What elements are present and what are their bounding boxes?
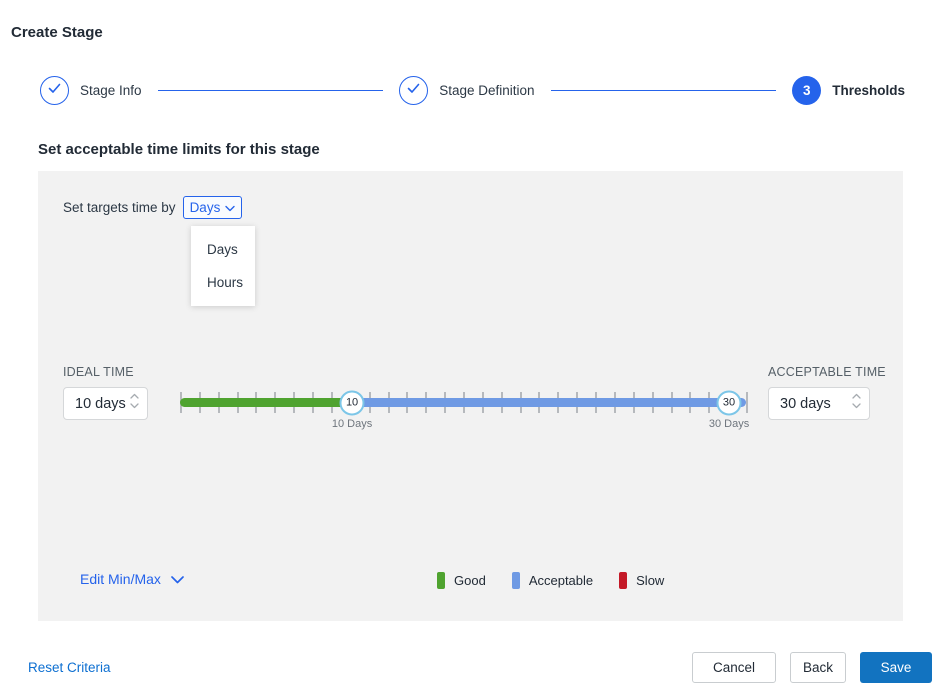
slider-acceptable-segment <box>352 398 746 407</box>
ideal-time-input[interactable]: 10 days <box>63 387 148 420</box>
slow-swatch <box>619 572 628 589</box>
time-unit-dropdown[interactable]: Days <box>182 196 243 219</box>
menu-item-hours[interactable]: Hours <box>207 275 244 290</box>
good-swatch <box>437 572 445 589</box>
stepper-arrows-icon[interactable] <box>852 391 861 416</box>
ideal-time-group: IDEAL TIME 10 days <box>63 365 148 420</box>
thresholds-panel: Set targets time by Days Days Hours IDEA… <box>38 171 903 621</box>
targets-label: Set targets time by <box>63 200 176 215</box>
time-unit-menu: Days Hours <box>191 226 255 306</box>
step-label: Thresholds <box>832 82 906 98</box>
max-handle-label: 30 Days <box>708 418 750 430</box>
check-icon <box>48 81 61 99</box>
edit-minmax-label: Edit Min/Max <box>80 571 161 587</box>
max-handle-value: 30 <box>722 396 736 409</box>
acceptable-time-value: 30 days <box>780 395 831 412</box>
stepper-arrows-icon[interactable] <box>130 391 139 416</box>
acceptable-time-group: ACCEPTABLE TIME 30 days <box>768 365 886 420</box>
targets-row: Set targets time by Days <box>63 196 243 219</box>
legend-item-acceptable: Acceptable <box>511 572 594 589</box>
edit-minmax-link[interactable]: Edit Min/Max <box>80 571 184 587</box>
chevron-down-icon <box>225 200 236 215</box>
chevron-down-icon <box>171 571 184 587</box>
stepper: Stage Info Stage Definition 3 Thresholds <box>40 75 905 105</box>
time-unit-value: Days <box>189 200 221 215</box>
check-icon <box>407 81 420 99</box>
step-connector <box>550 89 777 91</box>
step-complete-circle <box>399 75 429 105</box>
slider-good-segment <box>180 398 353 407</box>
save-button[interactable]: Save <box>860 652 932 683</box>
step-thresholds[interactable]: 3 Thresholds <box>792 75 906 105</box>
menu-item-days[interactable]: Days <box>207 242 238 257</box>
time-slider: 10 30 10 Days 30 Days <box>180 383 750 433</box>
step-complete-circle <box>40 75 69 105</box>
cancel-button[interactable]: Cancel <box>692 652 776 683</box>
legend-item-slow: Slow <box>619 572 664 589</box>
step-label: Stage Info <box>80 82 142 98</box>
reset-criteria-link[interactable]: Reset Criteria <box>28 660 111 675</box>
max-handle[interactable]: 30 <box>716 390 742 415</box>
ideal-time-label: IDEAL TIME <box>63 365 134 379</box>
ideal-time-value: 10 days <box>75 395 126 412</box>
tick-mark <box>746 392 748 413</box>
acceptable-swatch <box>511 572 520 589</box>
min-handle-label: 10 Days <box>331 418 373 430</box>
page-title: Create Stage <box>11 24 103 41</box>
min-handle-value: 10 <box>345 396 359 409</box>
legend-item-good: Good <box>437 572 486 589</box>
back-button[interactable]: Back <box>790 652 846 683</box>
legend-label: Acceptable <box>528 573 594 588</box>
acceptable-time-label: ACCEPTABLE TIME <box>768 365 886 379</box>
step-label: Stage Definition <box>439 82 535 98</box>
step-connector <box>157 89 384 91</box>
legend-label: Slow <box>636 573 665 588</box>
step-stage-definition[interactable]: Stage Definition <box>399 75 535 105</box>
slider-track[interactable]: 10 30 <box>180 390 748 415</box>
step-stage-info[interactable]: Stage Info <box>40 75 142 105</box>
min-handle[interactable]: 10 <box>339 390 365 415</box>
section-heading: Set acceptable time limits for this stag… <box>38 141 320 158</box>
footer-buttons: Cancel Back Save <box>692 652 932 683</box>
acceptable-time-input[interactable]: 30 days <box>768 387 870 420</box>
legend-label: Good <box>454 573 486 588</box>
step-number-circle: 3 <box>792 75 822 105</box>
legend: Good Acceptable Slow <box>437 572 664 589</box>
